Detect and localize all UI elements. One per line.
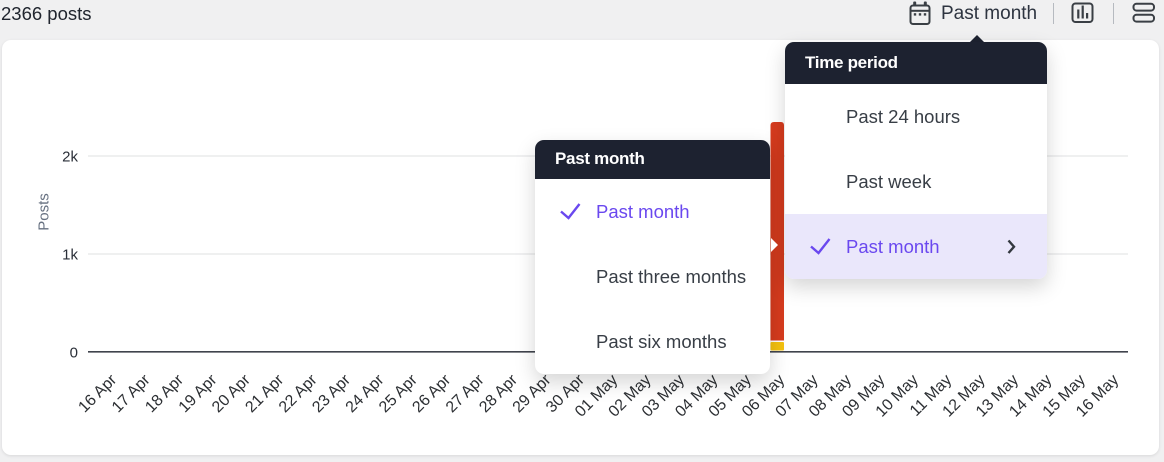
- svg-text:2k: 2k: [62, 149, 78, 166]
- svg-text:Posts: Posts: [36, 193, 53, 231]
- svg-text:0: 0: [70, 344, 78, 361]
- svg-text:1k: 1k: [62, 247, 78, 264]
